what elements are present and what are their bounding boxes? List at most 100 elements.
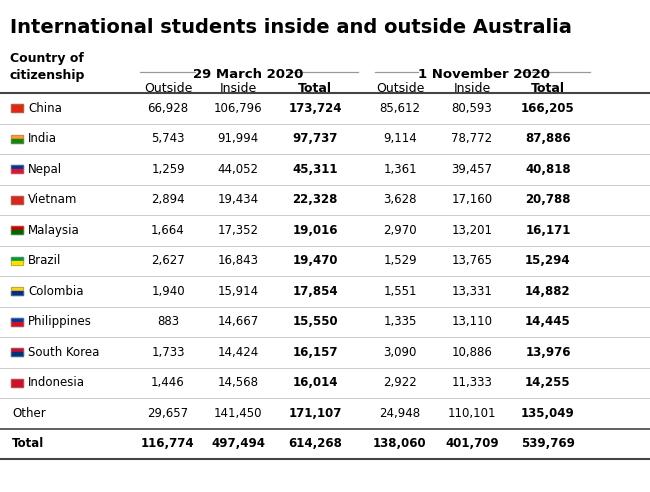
Text: 17,854: 17,854 xyxy=(292,285,338,298)
Bar xyxy=(11,379,23,387)
Text: Total: Total xyxy=(531,82,565,95)
Text: China: China xyxy=(28,102,62,115)
Text: 401,709: 401,709 xyxy=(445,437,499,450)
Text: 1,446: 1,446 xyxy=(151,376,185,389)
Text: 1,335: 1,335 xyxy=(384,315,417,328)
Text: 883: 883 xyxy=(157,315,179,328)
Text: 166,205: 166,205 xyxy=(521,102,575,115)
Text: 80,593: 80,593 xyxy=(452,102,493,115)
Bar xyxy=(11,322,23,326)
Bar xyxy=(11,318,23,322)
Bar xyxy=(11,261,23,265)
Bar xyxy=(11,165,23,169)
Bar xyxy=(11,108,23,112)
Text: 16,171: 16,171 xyxy=(525,224,571,237)
Text: Total: Total xyxy=(298,82,332,95)
Text: 15,550: 15,550 xyxy=(292,315,338,328)
Text: 19,470: 19,470 xyxy=(292,254,338,267)
Text: Philippines: Philippines xyxy=(28,315,92,328)
Bar xyxy=(11,139,23,143)
Text: Inside: Inside xyxy=(220,82,257,95)
Text: Indonesia: Indonesia xyxy=(28,376,85,389)
Text: 110,101: 110,101 xyxy=(448,407,496,420)
Text: Country of
citizenship: Country of citizenship xyxy=(10,52,85,82)
Text: 106,796: 106,796 xyxy=(214,102,263,115)
Text: 17,352: 17,352 xyxy=(218,224,259,237)
Text: 497,494: 497,494 xyxy=(211,437,265,450)
Text: 20,788: 20,788 xyxy=(525,193,571,206)
Text: 87,886: 87,886 xyxy=(525,132,571,145)
Text: 44,052: 44,052 xyxy=(218,163,259,176)
Text: 14,882: 14,882 xyxy=(525,285,571,298)
Text: 16,014: 16,014 xyxy=(292,376,338,389)
Bar xyxy=(11,169,23,173)
Text: 22,328: 22,328 xyxy=(292,193,338,206)
Text: Colombia: Colombia xyxy=(28,285,83,298)
Text: 13,976: 13,976 xyxy=(525,346,571,359)
Text: 13,331: 13,331 xyxy=(452,285,493,298)
Text: Outside: Outside xyxy=(376,82,424,95)
Bar xyxy=(11,257,23,261)
Text: 14,568: 14,568 xyxy=(218,376,259,389)
Bar xyxy=(11,226,23,234)
Text: 138,060: 138,060 xyxy=(373,437,427,450)
Text: 116,774: 116,774 xyxy=(141,437,195,450)
Text: 85,612: 85,612 xyxy=(380,102,421,115)
Text: Brazil: Brazil xyxy=(28,254,61,267)
Text: 1,529: 1,529 xyxy=(384,254,417,267)
Text: 1,940: 1,940 xyxy=(151,285,185,298)
Text: 2,627: 2,627 xyxy=(151,254,185,267)
Text: 13,765: 13,765 xyxy=(452,254,493,267)
Text: 3,628: 3,628 xyxy=(384,193,417,206)
Text: 14,445: 14,445 xyxy=(525,315,571,328)
Text: Malaysia: Malaysia xyxy=(28,224,80,237)
Text: 24,948: 24,948 xyxy=(380,407,421,420)
Text: Outside: Outside xyxy=(144,82,192,95)
Text: 2,922: 2,922 xyxy=(383,376,417,389)
Text: 97,737: 97,737 xyxy=(292,132,338,145)
Bar xyxy=(11,230,23,234)
Bar xyxy=(11,287,23,295)
Bar xyxy=(11,165,23,173)
Text: 15,294: 15,294 xyxy=(525,254,571,267)
Text: 1,259: 1,259 xyxy=(151,163,185,176)
Text: 1,551: 1,551 xyxy=(384,285,417,298)
Text: Inside: Inside xyxy=(454,82,491,95)
Text: 17,160: 17,160 xyxy=(452,193,493,206)
Text: 1 November 2020: 1 November 2020 xyxy=(418,68,550,81)
Text: 29,657: 29,657 xyxy=(148,407,188,420)
Bar xyxy=(11,104,23,112)
Bar xyxy=(11,135,23,139)
Text: 14,667: 14,667 xyxy=(217,315,259,328)
Text: 16,843: 16,843 xyxy=(218,254,259,267)
Text: 2,894: 2,894 xyxy=(151,193,185,206)
Text: 141,450: 141,450 xyxy=(214,407,262,420)
Text: South Korea: South Korea xyxy=(28,346,99,359)
Text: Total: Total xyxy=(12,437,44,450)
Bar xyxy=(11,104,23,108)
Text: 3,090: 3,090 xyxy=(384,346,417,359)
Bar xyxy=(11,135,23,143)
Text: 15,914: 15,914 xyxy=(218,285,259,298)
Bar xyxy=(11,318,23,326)
Text: Vietnam: Vietnam xyxy=(28,193,77,206)
Text: 91,994: 91,994 xyxy=(217,132,259,145)
Bar xyxy=(11,196,23,200)
Text: 19,434: 19,434 xyxy=(218,193,259,206)
Bar xyxy=(11,379,23,383)
Bar xyxy=(11,200,23,204)
Text: 135,049: 135,049 xyxy=(521,407,575,420)
Text: 539,769: 539,769 xyxy=(521,437,575,450)
Bar xyxy=(11,226,23,230)
Text: 10,886: 10,886 xyxy=(452,346,493,359)
Text: International students inside and outside Australia: International students inside and outsid… xyxy=(10,18,572,37)
Text: 66,928: 66,928 xyxy=(148,102,188,115)
Text: 40,818: 40,818 xyxy=(525,163,571,176)
Text: 13,110: 13,110 xyxy=(452,315,493,328)
Text: 1,361: 1,361 xyxy=(384,163,417,176)
Text: 45,311: 45,311 xyxy=(292,163,338,176)
Text: 1,733: 1,733 xyxy=(151,346,185,359)
Text: 13,201: 13,201 xyxy=(452,224,493,237)
Bar xyxy=(11,257,23,265)
Text: 1,664: 1,664 xyxy=(151,224,185,237)
